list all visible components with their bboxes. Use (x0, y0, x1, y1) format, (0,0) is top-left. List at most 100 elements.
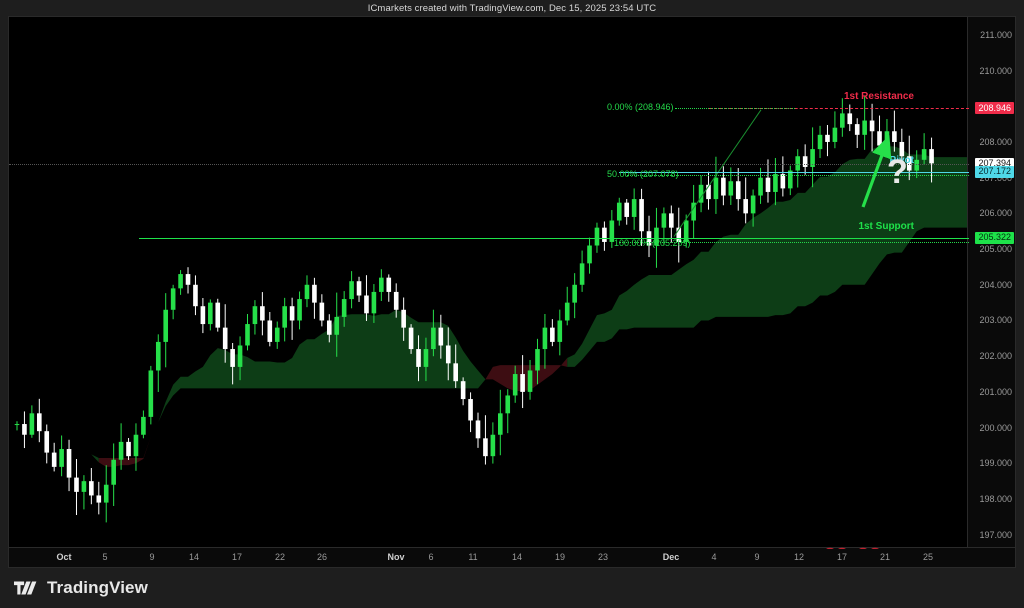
fib-0-label: 0.00% (208.946) (607, 102, 674, 113)
candle-body (208, 302, 213, 325)
candle-body (312, 284, 317, 303)
candle-body (185, 274, 191, 285)
candle-body (825, 134, 830, 142)
tradingview-logo: TradingView (14, 578, 148, 598)
candle-body (81, 481, 87, 492)
candle-body (609, 220, 615, 242)
candle-body (750, 195, 756, 214)
candle-body (616, 202, 622, 221)
candle-body (475, 420, 481, 439)
candle-body (267, 320, 273, 342)
trend-guide-line (673, 109, 762, 237)
chart-footer: TradingView (0, 568, 1024, 608)
time-tick-label: 14 (188, 552, 200, 562)
chart-header: ICmarkets created with TradingView.com, … (0, 0, 1024, 16)
candle-body (96, 495, 102, 503)
candle-body (37, 413, 42, 432)
candle-body (386, 277, 392, 292)
candle-body (624, 202, 630, 217)
candle-body (379, 277, 384, 292)
candle-body (200, 306, 206, 325)
candle-body (564, 302, 570, 321)
candle-body (914, 159, 919, 171)
price-tick-label: 207.000 (979, 172, 1012, 183)
candle-body (393, 291, 399, 310)
candle-body (795, 156, 801, 171)
price-tick-label: 208.000 (979, 136, 1012, 147)
price-tick-label: 210.000 (979, 65, 1012, 76)
time-tick-label: 12 (793, 552, 805, 562)
candle-body (274, 327, 280, 342)
price-tick-label: 198.000 (979, 494, 1012, 504)
candle-body (921, 149, 927, 160)
candle-body (141, 416, 146, 435)
time-tick-label: 5 (102, 552, 108, 562)
candle-body (245, 324, 250, 346)
candle-body (520, 374, 525, 392)
candle-body (364, 295, 369, 314)
candle-body (163, 309, 169, 342)
time-tick-label: 26 (316, 552, 328, 562)
time-tick-label: Oct (56, 552, 72, 562)
candle-body (676, 227, 682, 242)
candle-body (572, 284, 577, 303)
price-tick-label: 206.000 (979, 208, 1012, 219)
event-marker-group-1[interactable] (821, 547, 855, 549)
time-tick-label: 21 (879, 552, 891, 562)
candle-body (118, 441, 124, 460)
pivot-fib-line (627, 174, 969, 176)
price-tick-label: 200.000 (979, 422, 1012, 433)
candle-body (334, 316, 340, 335)
candle-body (840, 113, 845, 128)
candle-body (438, 327, 444, 346)
candle-body (758, 177, 763, 196)
candle-body (297, 299, 302, 321)
time-tick-label: Nov (387, 552, 405, 562)
candle-body (230, 349, 235, 367)
time-tick-label: 23 (597, 552, 609, 562)
candle-body (74, 477, 79, 492)
candle-body (468, 399, 473, 421)
candle-body (416, 349, 421, 367)
price-tag-pivot: 207.172 (975, 165, 1014, 178)
candle-body (535, 349, 540, 371)
candle-body (683, 220, 689, 242)
time-tick-label: 9 (149, 552, 155, 562)
resistance-line (709, 108, 969, 110)
candle-body (252, 306, 258, 325)
price-axis[interactable]: 197.000 198.000 199.000 200.000 201.000 202.0… (967, 17, 1015, 549)
candle-body (59, 449, 64, 467)
candle-body (89, 481, 94, 496)
candle-body (401, 309, 406, 328)
candle-body (483, 438, 488, 457)
candle-body (802, 156, 808, 167)
time-axis[interactable]: Oct 5 9 14 17 22 26 Nov 6 11 14 19 23 Dec 4 9 12 17 21 25 (9, 547, 1015, 567)
candle-body (542, 327, 548, 350)
candle-body (787, 170, 793, 189)
time-tick-label: 4 (711, 552, 717, 562)
candle-body (579, 263, 585, 285)
candle-body (423, 349, 429, 367)
candle-body (282, 306, 287, 328)
time-tick-label: 17 (231, 552, 243, 562)
candle-body (349, 281, 354, 300)
pivot-label: Pivot (889, 154, 914, 166)
ichimoku-cloud-segment (98, 436, 151, 467)
price-tick-label: 211.000 (980, 29, 1012, 40)
candle-body (341, 299, 347, 317)
candle-body (654, 227, 659, 246)
time-tick-label: Dec (662, 552, 680, 562)
candle-body (557, 320, 563, 342)
support-label: 1st Support (858, 220, 914, 232)
candle-body (215, 302, 221, 328)
ichimoku-cloud-segment (150, 309, 486, 437)
fib-100-label: 100.00% (205.209) (614, 237, 691, 248)
candle-body (669, 213, 674, 228)
chart-frame: 1st Resistance Pivot 1st Support 0.00% (… (8, 16, 1016, 568)
time-tick-label: 14 (511, 552, 523, 562)
event-marker-group-2[interactable] (854, 547, 888, 549)
chart-plot-area[interactable]: 1st Resistance Pivot 1st Support 0.00% (… (9, 17, 969, 549)
candle-body (111, 459, 116, 485)
candle-body (155, 341, 161, 371)
